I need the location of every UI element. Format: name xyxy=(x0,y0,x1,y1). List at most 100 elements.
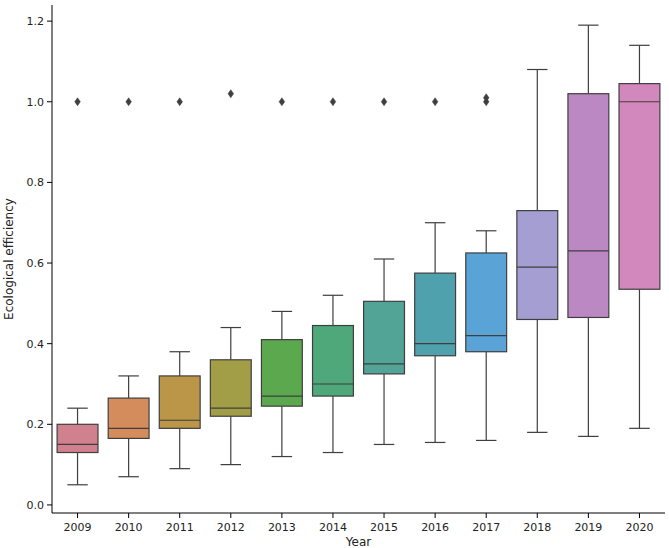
upper-cap xyxy=(272,311,292,312)
x-axis-label: Year xyxy=(345,535,371,548)
upper-cap xyxy=(629,45,649,46)
upper-whisker xyxy=(77,408,78,424)
x-tick xyxy=(435,513,436,518)
box xyxy=(619,84,660,290)
lower-whisker xyxy=(281,406,282,456)
x-tick-label: 2009 xyxy=(64,521,92,534)
box xyxy=(108,398,149,438)
median xyxy=(57,444,98,445)
upper-whisker xyxy=(179,352,180,376)
y-tick xyxy=(47,343,52,344)
lower-cap xyxy=(374,444,394,445)
box xyxy=(415,273,456,356)
lower-whisker xyxy=(588,317,589,436)
y-tick xyxy=(47,424,52,425)
x-tick xyxy=(281,513,282,518)
upper-cap xyxy=(374,258,394,259)
x-tick-label: 2019 xyxy=(574,521,602,534)
x-tick xyxy=(384,513,385,518)
y-tick-label: 0.6 xyxy=(27,257,45,270)
upper-whisker xyxy=(588,25,589,94)
y-tick xyxy=(47,504,52,505)
lower-cap xyxy=(425,442,445,443)
x-tick-label: 2013 xyxy=(268,521,296,534)
lower-whisker xyxy=(77,453,78,485)
upper-cap xyxy=(527,69,547,70)
x-tick-label: 2017 xyxy=(472,521,500,534)
box-group xyxy=(568,25,609,436)
box-group xyxy=(619,45,660,428)
lower-cap xyxy=(527,432,547,433)
box-group xyxy=(517,70,558,433)
x-tick-label: 2011 xyxy=(166,521,194,534)
lower-cap xyxy=(221,464,241,465)
x-tick xyxy=(332,513,333,518)
box-group xyxy=(313,98,354,453)
lower-cap xyxy=(629,428,649,429)
box xyxy=(568,94,609,318)
x-axis-line xyxy=(52,513,665,514)
x-tick-label: 2016 xyxy=(421,521,449,534)
upper-cap xyxy=(323,295,343,296)
x-tick-label: 2018 xyxy=(523,521,551,534)
outlier xyxy=(177,98,183,106)
box-group xyxy=(466,94,507,441)
box xyxy=(159,376,200,428)
outlier xyxy=(75,98,81,106)
x-tick xyxy=(77,513,78,518)
upper-cap xyxy=(221,327,241,328)
lower-whisker xyxy=(537,319,538,432)
upper-whisker xyxy=(332,295,333,325)
median xyxy=(159,420,200,421)
upper-cap xyxy=(425,222,445,223)
y-axis-label: Ecological efficiency xyxy=(2,198,16,320)
box xyxy=(364,301,405,374)
box-group xyxy=(108,98,149,477)
lower-cap xyxy=(67,484,87,485)
median xyxy=(261,395,302,396)
median xyxy=(517,266,558,267)
x-tick xyxy=(128,513,129,518)
median xyxy=(313,383,354,384)
outlier xyxy=(279,98,285,106)
lower-cap xyxy=(272,456,292,457)
box xyxy=(466,253,507,352)
y-tick-label: 0.2 xyxy=(27,418,45,431)
lower-whisker xyxy=(486,352,487,441)
upper-cap xyxy=(118,375,138,376)
upper-whisker xyxy=(128,376,129,398)
median xyxy=(415,343,456,344)
x-tick xyxy=(230,513,231,518)
y-axis-line xyxy=(52,5,53,513)
lower-whisker xyxy=(179,428,180,468)
upper-cap xyxy=(578,25,598,26)
x-tick xyxy=(486,513,487,518)
lower-whisker xyxy=(383,374,384,445)
lower-whisker xyxy=(230,416,231,464)
upper-cap xyxy=(67,408,87,409)
y-tick xyxy=(47,21,52,22)
x-tick-label: 2015 xyxy=(370,521,398,534)
lower-whisker xyxy=(332,396,333,452)
lower-cap xyxy=(323,452,343,453)
upper-whisker xyxy=(486,231,487,253)
box-group xyxy=(159,98,200,469)
y-tick xyxy=(47,101,52,102)
upper-cap xyxy=(169,351,189,352)
box xyxy=(313,326,354,397)
box-group xyxy=(364,98,405,445)
box xyxy=(517,211,558,320)
plot-area xyxy=(57,25,660,485)
lower-cap xyxy=(169,468,189,469)
x-tick-label: 2012 xyxy=(217,521,245,534)
outlier xyxy=(483,94,489,102)
median xyxy=(619,101,660,102)
box-group xyxy=(210,90,251,465)
y-tick xyxy=(47,263,52,264)
x-tick xyxy=(639,513,640,518)
lower-cap xyxy=(476,440,496,441)
median xyxy=(210,408,251,409)
upper-whisker xyxy=(435,223,436,273)
median xyxy=(108,428,149,429)
box-group xyxy=(261,98,302,457)
